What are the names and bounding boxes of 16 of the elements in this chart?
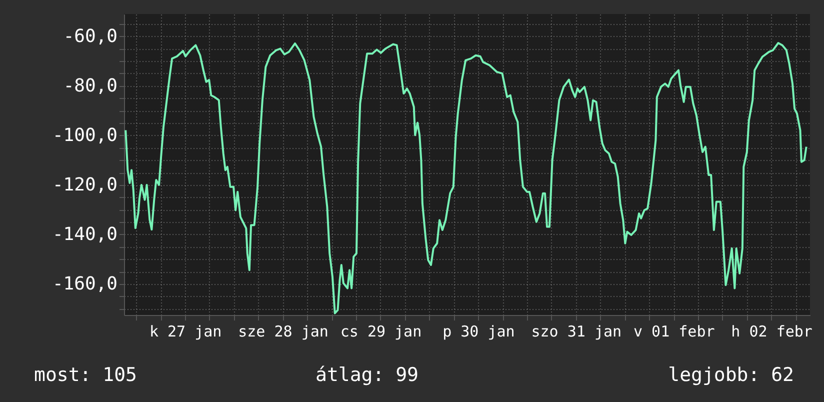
y-tick-label: -80,0 <box>63 75 118 96</box>
text: legjobb: 62 <box>668 364 794 386</box>
y-tick-label: -160,0 <box>52 274 118 295</box>
x-tick-label: h 02 febr <box>731 322 812 340</box>
x-tick-label: k 27 jan <box>149 322 222 340</box>
y-tick-label: -120,0 <box>52 174 118 196</box>
x-tick-label: p 30 jan <box>442 322 515 340</box>
y-tick-label: -140,0 <box>52 224 118 245</box>
x-tick-label: v 01 febr <box>633 322 715 340</box>
x-tick-label: szo 31 jan <box>531 322 622 340</box>
x-tick-label: cs 29 jan <box>340 322 422 340</box>
text: most: 105 <box>34 364 137 386</box>
text: átlag: 99 <box>316 364 418 386</box>
y-tick-label: -100,0 <box>52 124 118 146</box>
y-tick-label: -60,0 <box>63 26 118 47</box>
x-tick-label: sze 28 jan <box>238 322 328 340</box>
